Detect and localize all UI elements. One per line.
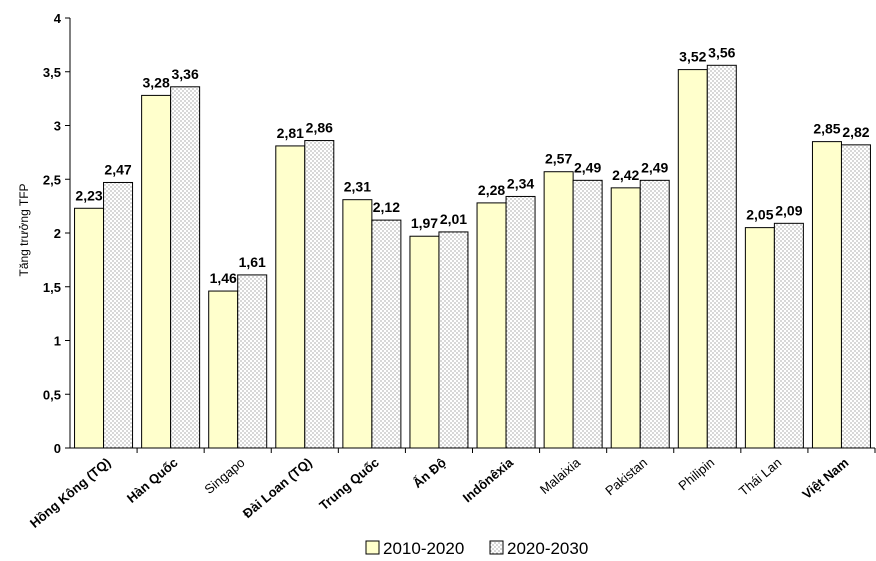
x-category-label: Đài Loan (TQ)	[240, 455, 315, 521]
x-category-label: Trung Quốc	[316, 455, 382, 513]
x-category-label: Indônêxia	[460, 454, 517, 505]
y-tick-label: 4	[54, 11, 62, 26]
legend-swatch-2010-2020	[365, 540, 380, 555]
bar-2010-2020-5	[409, 235, 440, 449]
data-label: 1,46	[210, 270, 237, 286]
bar-2020-2030-2	[237, 274, 268, 449]
bar-2020-2030-11	[840, 144, 871, 449]
bars	[74, 64, 871, 449]
x-category-label: Philipin	[675, 455, 717, 493]
y-tick-label: 2,5	[43, 172, 61, 187]
data-label: 1,97	[411, 215, 438, 231]
data-label: 2,49	[574, 159, 601, 175]
bar-2010-2020-7	[543, 171, 574, 449]
bar-2010-2020-4	[342, 199, 373, 449]
data-label: 2,23	[75, 187, 102, 203]
bar-2010-2020-10	[744, 227, 775, 449]
x-category-label: Singapo	[201, 455, 247, 497]
bar-2020-2030-0	[103, 181, 134, 449]
x-category-label: Malaixia	[537, 454, 584, 497]
data-label: 2,82	[842, 124, 869, 140]
x-category-label: Ấn Độ	[410, 455, 449, 491]
y-tick-label: 2	[54, 226, 61, 241]
y-axis-label: Tăng trưởng TFP	[17, 183, 31, 276]
data-label: 2,42	[612, 167, 639, 183]
bar-2010-2020-0	[74, 207, 105, 449]
bar-2020-2030-4	[371, 219, 402, 449]
x-category-label: Pakistan	[602, 455, 650, 499]
bar-2010-2020-6	[476, 202, 507, 449]
data-label: 2,31	[344, 179, 371, 195]
bar-2010-2020-2	[208, 290, 239, 449]
data-label: 3,28	[143, 74, 170, 90]
y-tick-label: 0,5	[43, 387, 61, 402]
data-label: 2,09	[775, 202, 802, 218]
x-category-label: Việt Nam	[799, 455, 851, 502]
data-label: 2,12	[373, 199, 400, 215]
data-label: 3,52	[679, 49, 706, 65]
data-labels: 2,232,47 3,283,36 1,461,61 2,81 2,86 2,312,12…	[75, 44, 869, 286]
bar-2020-2030-5	[438, 231, 469, 449]
data-label: 2,81	[277, 125, 304, 141]
legend-label-2020-2030: 2020-2030	[507, 539, 588, 558]
legend: 2010-2020 2020-2030	[365, 539, 588, 558]
y-axis-ticks: 0 0,5 1 1,5 2 2,5 3 3,5 4	[43, 11, 70, 456]
data-label: 1,61	[239, 254, 266, 270]
data-label: 2,85	[813, 121, 840, 137]
y-tick-label: 1	[54, 334, 61, 349]
bar-2020-2030-6	[505, 195, 536, 449]
data-label: 2,86	[306, 120, 333, 136]
data-label: 2,28	[478, 182, 505, 198]
bar-2020-2030-9	[706, 64, 737, 449]
bar-2020-2030-7	[572, 179, 603, 449]
x-category-label: Hồng Kông (TQ)	[27, 455, 114, 531]
data-label: 3,36	[172, 66, 199, 82]
bar-2010-2020-11	[811, 141, 842, 449]
bar-2020-2030-1	[170, 86, 201, 449]
bar-2010-2020-1	[141, 94, 172, 449]
data-label: 2,01	[440, 211, 467, 227]
bar-2020-2030-3	[304, 140, 335, 449]
y-tick-label: 3,5	[43, 65, 61, 80]
data-label: 3,56	[708, 44, 735, 60]
bar-2020-2030-8	[639, 179, 670, 449]
y-tick-label: 3	[54, 119, 61, 134]
bar-2010-2020-9	[677, 69, 708, 449]
data-label: 2,34	[507, 175, 534, 191]
data-label: 2,47	[104, 161, 131, 177]
x-category-label: Hàn Quốc	[124, 455, 181, 506]
data-label: 2,57	[545, 151, 572, 167]
bar-2010-2020-3	[275, 145, 306, 449]
legend-swatch-2020-2030	[489, 540, 504, 555]
legend-label-2010-2020: 2010-2020	[383, 539, 464, 558]
x-category-label: Thái Lan	[736, 455, 784, 499]
y-tick-label: 1,5	[43, 280, 61, 295]
bar-2010-2020-8	[610, 187, 641, 449]
bar-2020-2030-10	[773, 222, 804, 449]
y-tick-label: 0	[54, 441, 61, 456]
data-label: 2,05	[746, 207, 773, 223]
data-label: 2,49	[641, 159, 668, 175]
